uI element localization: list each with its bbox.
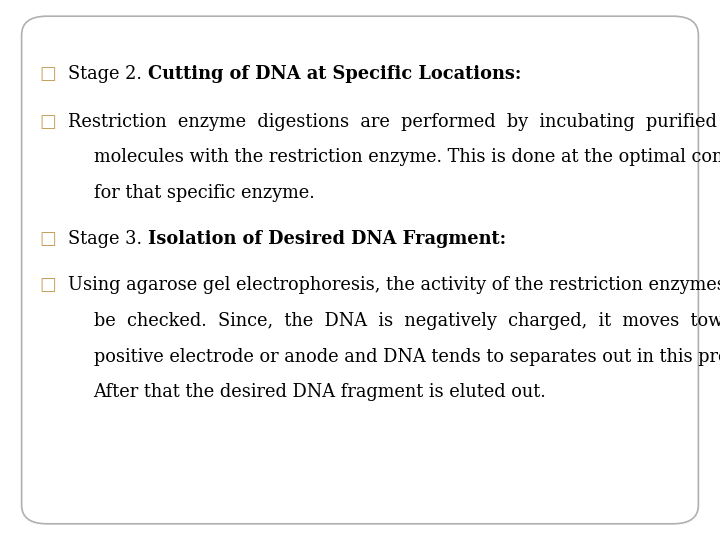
Text: Using agarose gel electrophoresis, the activity of the restriction enzymes can: Using agarose gel electrophoresis, the a…	[68, 276, 720, 294]
Text: □: □	[40, 113, 56, 131]
FancyBboxPatch shape	[22, 16, 698, 524]
Text: Restriction  enzyme  digestions  are  performed  by  incubating  purified  DNA: Restriction enzyme digestions are perfor…	[68, 113, 720, 131]
Text: Stage 2.: Stage 2.	[68, 65, 148, 83]
Text: Cutting of DNA at Specific Locations:: Cutting of DNA at Specific Locations:	[148, 65, 521, 83]
Text: positive electrode or anode and DNA tends to separates out in this process.: positive electrode or anode and DNA tend…	[94, 348, 720, 366]
Text: □: □	[40, 276, 56, 294]
Text: be  checked.  Since,  the  DNA  is  negatively  charged,  it  moves  towards  th: be checked. Since, the DNA is negatively…	[94, 312, 720, 330]
Text: □: □	[40, 65, 56, 83]
Text: for that specific enzyme.: for that specific enzyme.	[94, 184, 315, 201]
Text: After that the desired DNA fragment is eluted out.: After that the desired DNA fragment is e…	[94, 383, 546, 401]
Text: Isolation of Desired DNA Fragment:: Isolation of Desired DNA Fragment:	[148, 230, 506, 247]
Text: Stage 3.: Stage 3.	[68, 230, 148, 247]
Text: molecules with the restriction enzyme. This is done at the optimal conditions: molecules with the restriction enzyme. T…	[94, 148, 720, 166]
Text: □: □	[40, 230, 56, 247]
